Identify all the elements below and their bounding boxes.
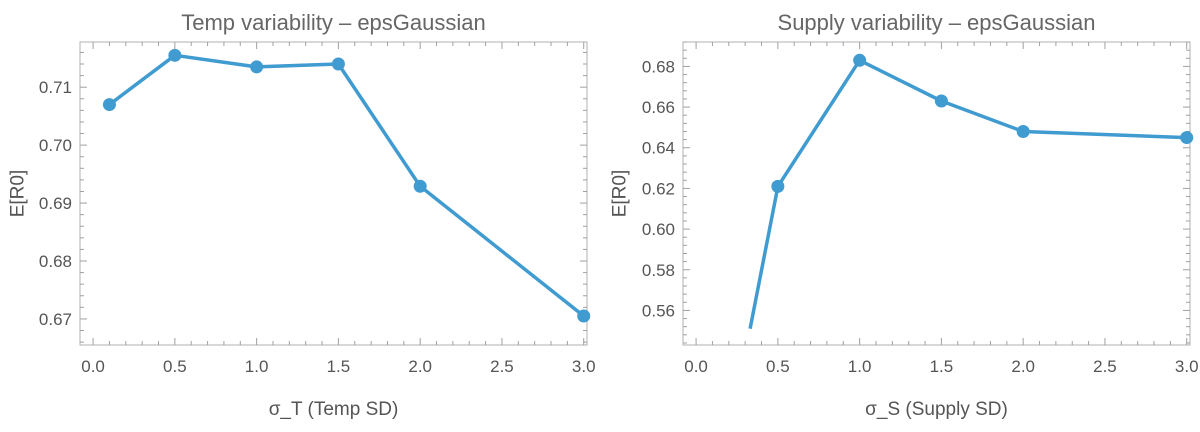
data-point <box>771 179 785 193</box>
data-point <box>1180 131 1194 145</box>
x-tick-label: 0.5 <box>163 357 187 376</box>
chart-title: Temp variability – epsGaussian <box>181 10 485 35</box>
x-tick-label: 1.0 <box>848 357 872 376</box>
chart-title: Supply variability – epsGaussian <box>778 10 1096 35</box>
data-point <box>413 179 427 193</box>
y-tick-label: 0.62 <box>642 179 675 198</box>
x-tick-label: 2.5 <box>490 357 514 376</box>
data-point <box>250 60 264 74</box>
x-tick-label: 1.5 <box>930 357 954 376</box>
x-axis-label: σ_T (Temp SD) <box>269 399 399 420</box>
y-tick-label: 0.67 <box>39 310 72 329</box>
data-point <box>102 98 116 112</box>
y-tick-label: 0.66 <box>642 98 675 117</box>
y-tick-label: 0.68 <box>39 252 72 271</box>
data-point <box>853 53 867 67</box>
x-tick-label: 2.5 <box>1093 357 1117 376</box>
series-group <box>748 53 1194 330</box>
y-tick-label: 0.68 <box>642 57 675 76</box>
x-tick-label: 2.0 <box>1011 357 1035 376</box>
x-tick-label: 1.5 <box>327 357 351 376</box>
y-tick-label: 0.64 <box>642 139 675 158</box>
y-tick-label: 0.69 <box>39 194 72 213</box>
series-line <box>108 53 585 318</box>
x-tick-label: 2.0 <box>408 357 432 376</box>
data-point <box>168 48 182 62</box>
chart-panel-temp: Temp variability – epsGaussian σ_T (Temp… <box>8 10 596 420</box>
y-axis-label: E[R0] <box>8 170 29 218</box>
x-tick-label: 0.0 <box>81 357 105 376</box>
x-tick-label: 1.0 <box>245 357 269 376</box>
x-tick-label: 0.5 <box>766 357 790 376</box>
x-tick-label: 3.0 <box>1175 357 1199 376</box>
chart-panel-supply: Supply variability – epsGaussian σ_S (Su… <box>610 10 1199 420</box>
y-tick-label: 0.70 <box>39 136 72 155</box>
data-point <box>331 57 345 71</box>
axis-ticks: 0.0 0.5 1.0 1.5 2.0 2.5 3.0 0.67 0.68 0.69 0.70 0.7… <box>39 42 596 376</box>
x-tick-label: 0.0 <box>684 357 708 376</box>
axis-ticks: 0.0 0.5 1.0 1.5 2.0 2.5 3.0 0.56 0.58 0.60 0.62 0.6… <box>642 41 1199 376</box>
y-axis-label: E[R0] <box>610 170 631 218</box>
x-axis-label: σ_S (Supply SD) <box>865 399 1008 420</box>
x-tick-label: 3.0 <box>572 357 596 376</box>
series-line <box>748 58 1187 330</box>
plot-frame <box>682 41 1191 346</box>
series-group <box>102 48 591 323</box>
data-point <box>577 309 591 323</box>
data-point <box>1016 124 1030 138</box>
y-tick-label: 0.71 <box>39 78 72 97</box>
data-point <box>934 94 948 108</box>
y-tick-label: 0.58 <box>642 261 675 280</box>
y-tick-label: 0.56 <box>642 301 675 320</box>
plot-frame <box>79 41 588 346</box>
y-tick-label: 0.60 <box>642 220 675 239</box>
